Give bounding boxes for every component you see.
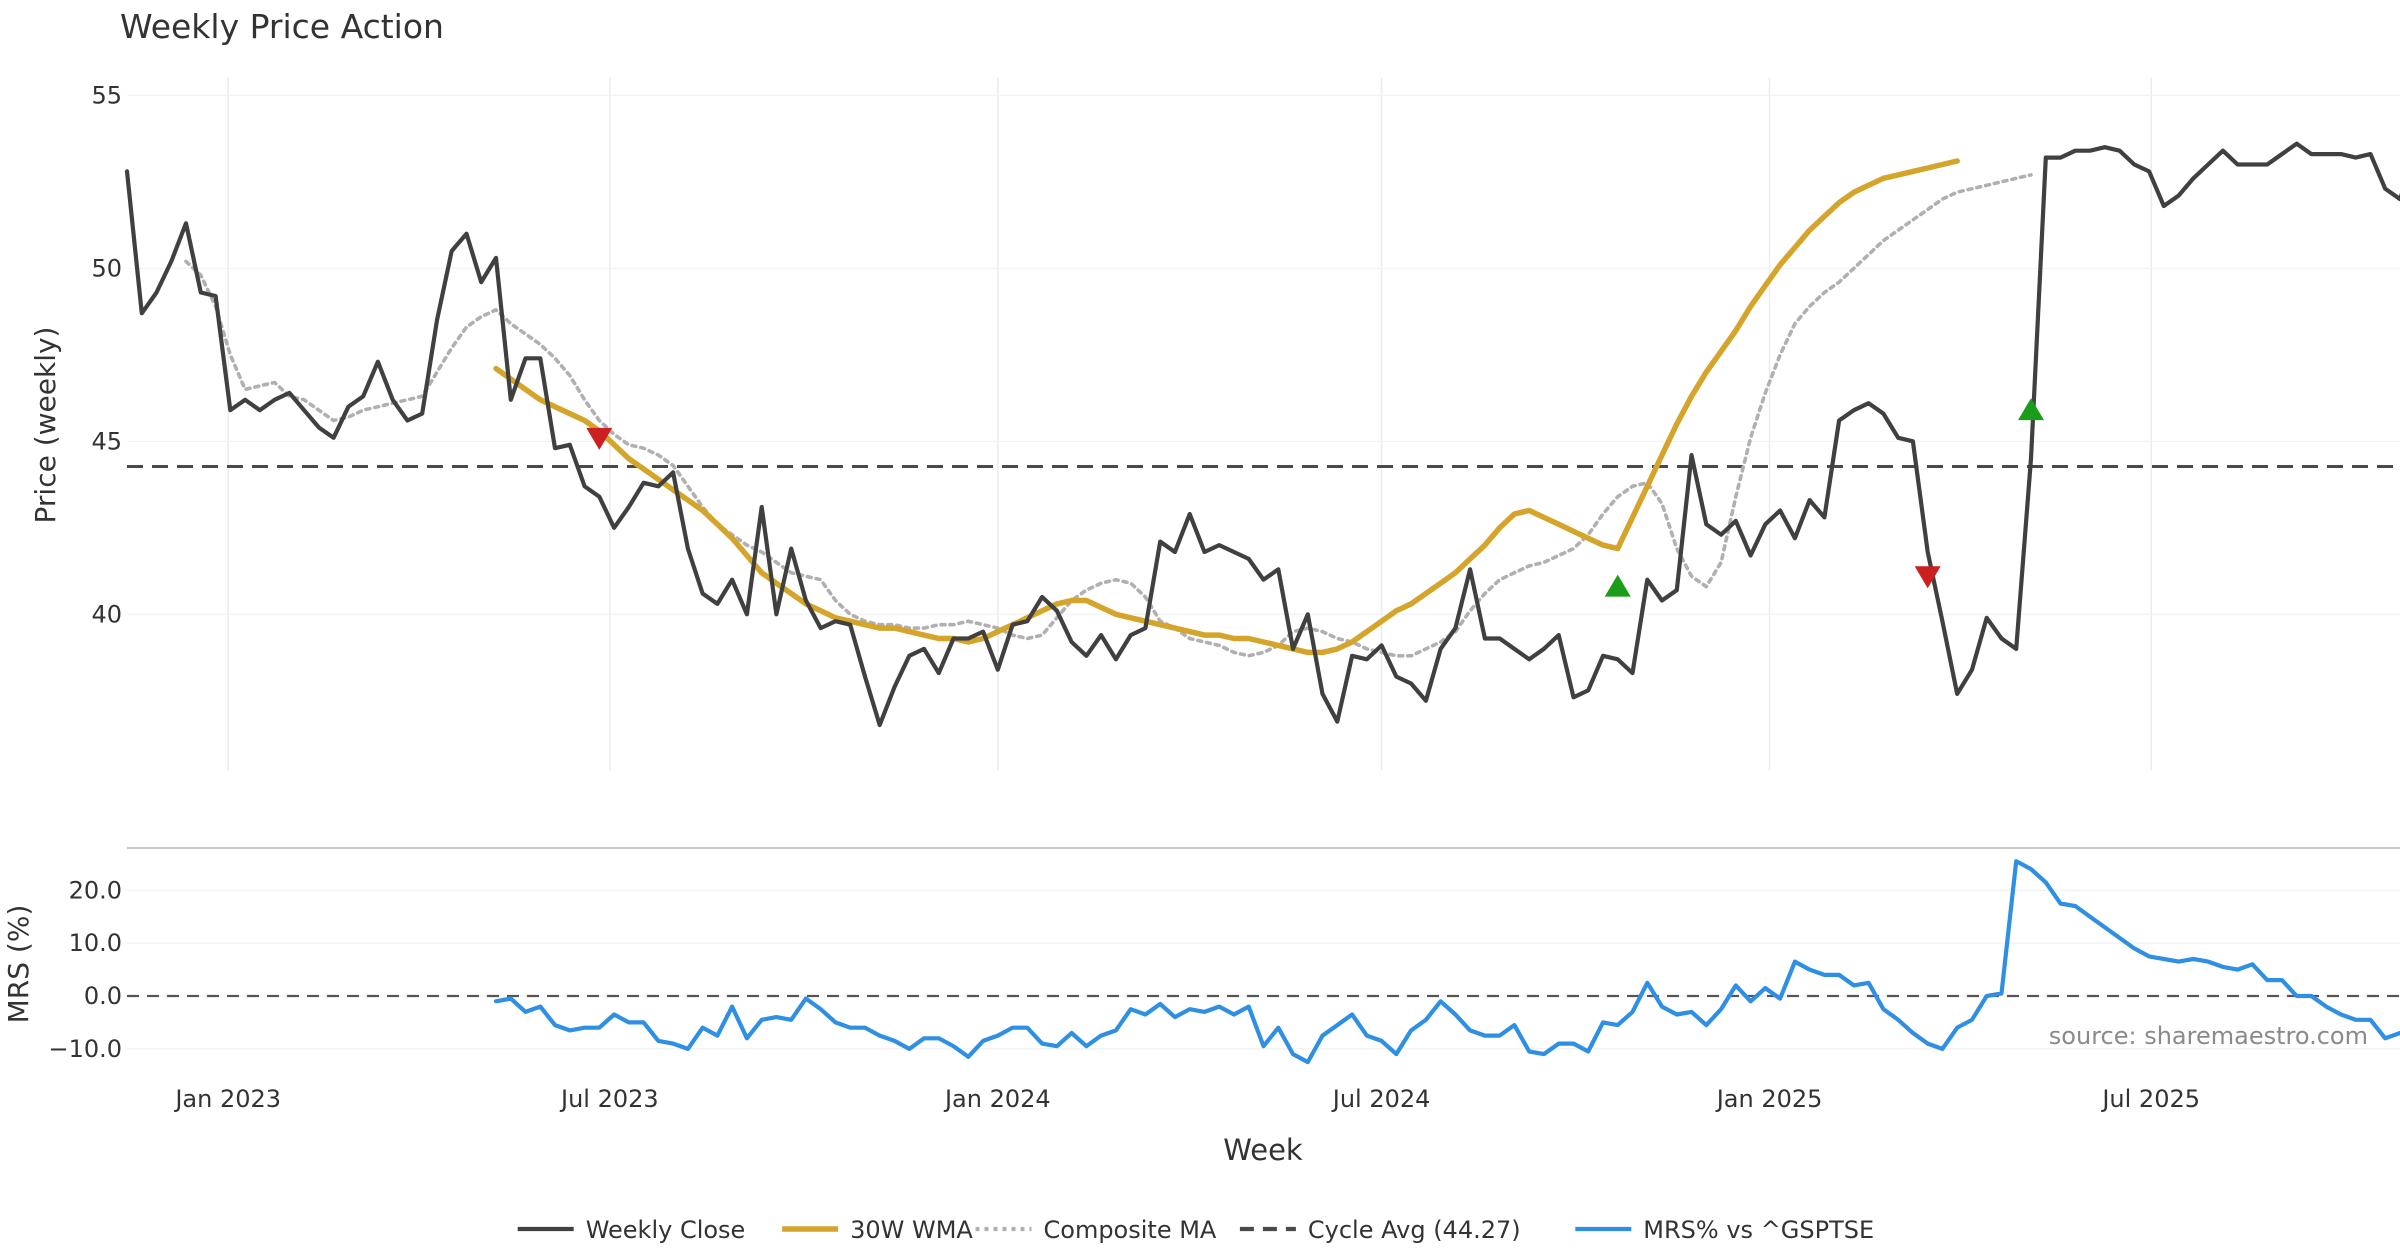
sell-signal-marker <box>586 427 613 450</box>
x-tick-label: Jan 2024 <box>943 1085 1051 1113</box>
buy-signal-marker <box>2018 398 2045 421</box>
mrs-tick-label: −10.0 <box>48 1035 122 1063</box>
mrs-tick-label: 0.0 <box>84 982 122 1010</box>
cycle-legend-label: Cycle Avg (44.27) <box>1308 1216 1521 1244</box>
price-tick-label: 45 <box>91 427 122 455</box>
buy-signal-marker <box>1604 574 1631 597</box>
sell-signal-marker <box>1914 566 1941 589</box>
close-series-line <box>124 141 2400 728</box>
price-axis-label: Price (weekly) <box>29 327 62 524</box>
price-panel: 40 45 50 55 <box>91 78 2400 770</box>
mrs-tick-label: 10.0 <box>69 929 122 957</box>
wma-legend-label: 30W WMA <box>850 1216 973 1244</box>
mrs-axis-label: MRS (%) <box>2 905 35 1024</box>
chart-title: Weekly Price Action <box>120 7 444 46</box>
x-tick-label: Jan 2025 <box>1715 1085 1823 1113</box>
mrs-series-line <box>493 859 2400 1065</box>
price-tick-label: 40 <box>91 600 122 628</box>
composite-series-line <box>184 173 2033 658</box>
mrs-tick-label: 20.0 <box>69 876 122 904</box>
x-tick-label: Jan 2023 <box>173 1085 281 1113</box>
source-label: source: sharemaestro.com <box>2049 1022 2368 1050</box>
price-tick-label: 50 <box>91 254 122 282</box>
x-axis-label: Week <box>1223 1133 1303 1167</box>
x-tick-label: Jul 2024 <box>1331 1085 1431 1113</box>
composite-legend-label: Composite MA <box>1044 1216 1217 1244</box>
legend: Weekly Close 30W WMA Composite MA Cycle Avg… <box>517 1216 1874 1244</box>
x-tick-label: Jul 2023 <box>559 1085 659 1113</box>
wma-series-line <box>493 158 1960 656</box>
mrs-panel: Jan 2023 Jul 2023 Jan 2024 Jul 2024 Jan 2025… <box>48 847 2400 1113</box>
close-legend-label: Weekly Close <box>586 1216 746 1244</box>
x-tick-label: Jul 2025 <box>2100 1085 2200 1113</box>
mrs-legend-label: MRS% vs ^GSPTSE <box>1643 1216 1874 1244</box>
price-tick-label: 55 <box>91 81 122 109</box>
